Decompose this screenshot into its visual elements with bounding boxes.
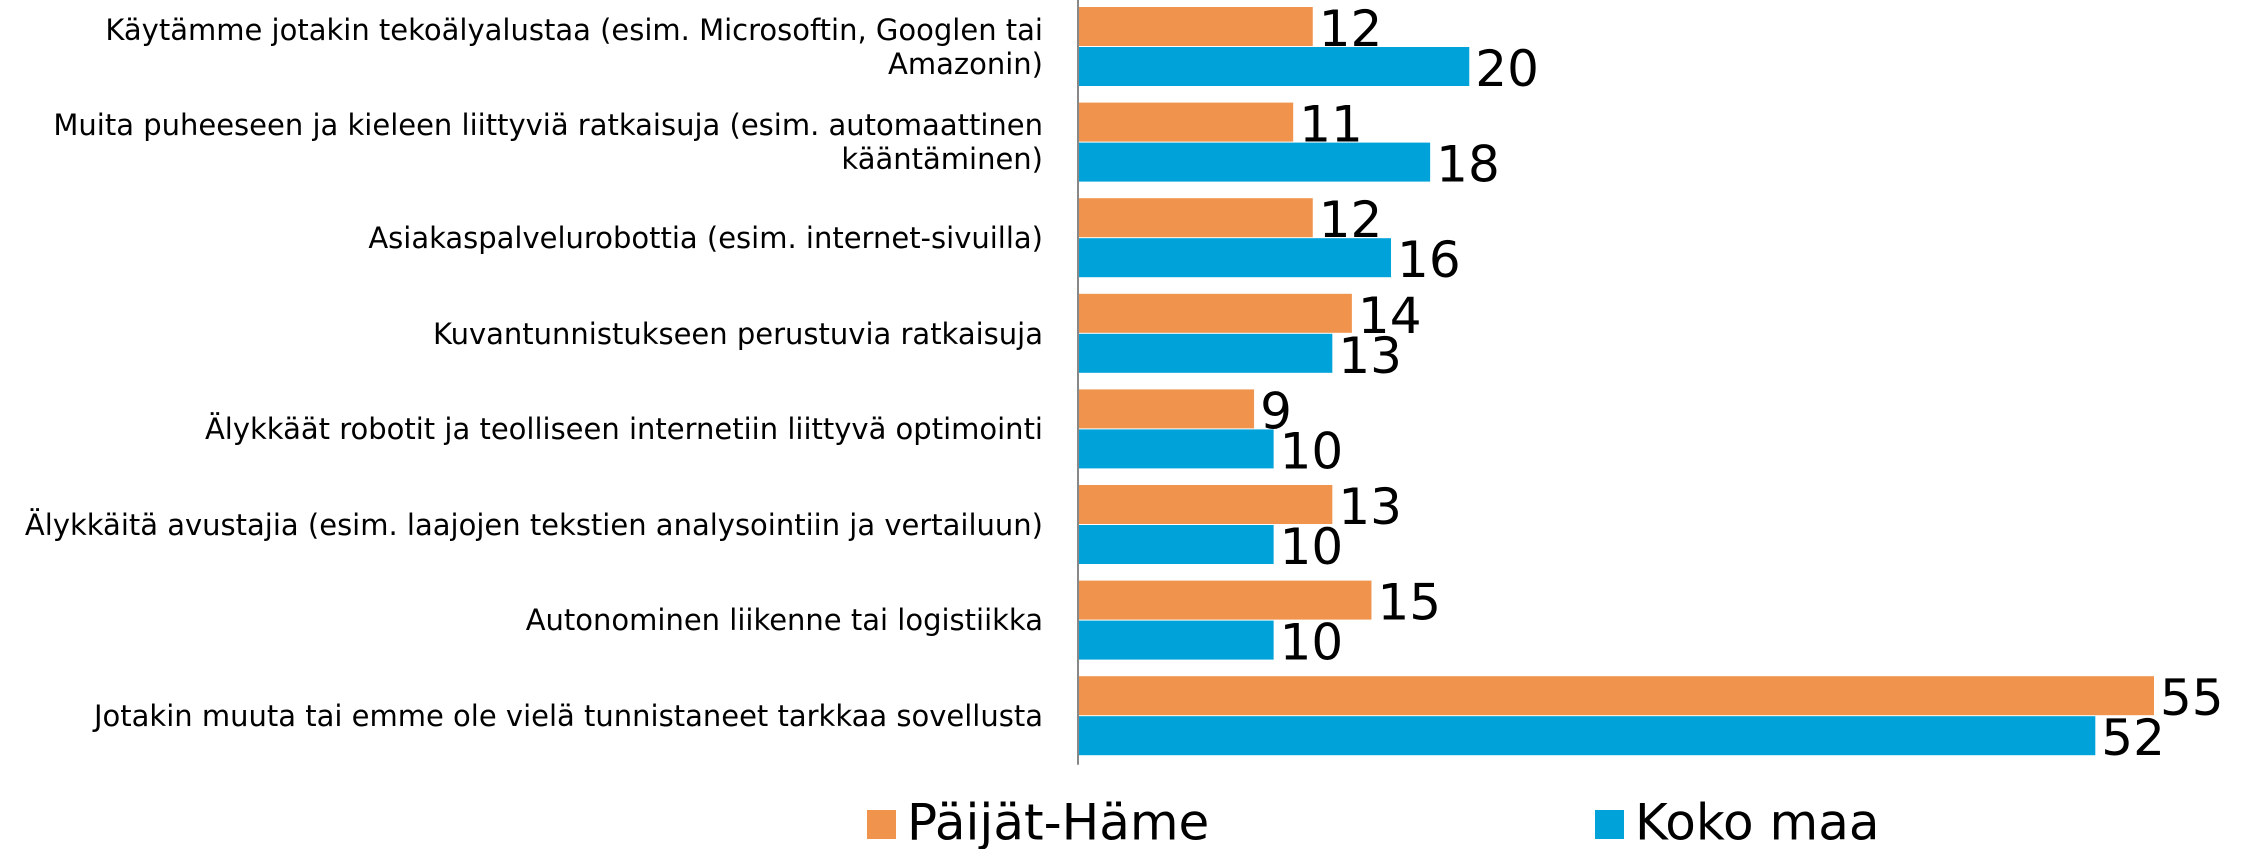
- category-text: Käytämme jotakin tekoälyalustaa (esim. M…: [105, 12, 1043, 81]
- value-label: 13: [1338, 327, 1402, 385]
- value-label: 18: [1436, 136, 1500, 194]
- value-label: 13: [1338, 478, 1402, 536]
- category-text: Jotakin muuta tai emme ole vielä tunnist…: [93, 698, 1043, 733]
- bar: [1078, 429, 1274, 469]
- category-label: Kuvantunnistukseen perustuvia ratkaisuja: [0, 286, 1043, 381]
- category-text: Asiakaspalvelurobottia (esim. internet-s…: [368, 220, 1043, 255]
- value-label: 14: [1358, 287, 1422, 345]
- bar: [1078, 620, 1274, 660]
- value-label: 16: [1397, 231, 1461, 289]
- category-label: Älykkäät robotit ja teolliseen interneti…: [0, 382, 1043, 477]
- legend-swatch: [1595, 810, 1624, 839]
- category-label: Asiakaspalvelurobottia (esim. internet-s…: [0, 190, 1043, 285]
- bar: [1078, 293, 1352, 333]
- bar: [1078, 47, 1470, 86]
- bar: [1078, 102, 1294, 142]
- bar: [1078, 485, 1333, 524]
- bar: [1078, 7, 1313, 46]
- legend-label: Päijät-Häme: [907, 794, 1209, 849]
- category-text: Muita puheeseen ja kieleen liittyviä rat…: [53, 108, 1043, 177]
- bar: [1078, 716, 2096, 756]
- bar: [1078, 238, 1392, 278]
- category-label: Käytämme jotakin tekoälyalustaa (esim. M…: [0, 0, 1043, 94]
- value-label: 10: [1280, 422, 1344, 480]
- legend-swatch: [867, 810, 896, 839]
- category-text: Älykkäitä avustajia (esim. laajojen teks…: [24, 507, 1043, 542]
- category-label: Autonominen liikenne tai logistiikka: [0, 573, 1043, 668]
- value-label: 10: [1280, 614, 1344, 672]
- value-label: 10: [1280, 518, 1344, 576]
- bar: [1078, 389, 1255, 429]
- value-label: 55: [2160, 669, 2224, 727]
- bar: [1078, 198, 1313, 238]
- category-label: Älykkäitä avustajia (esim. laajojen teks…: [0, 477, 1043, 572]
- category-label: Jotakin muuta tai emme ole vielä tunnist…: [0, 668, 1043, 763]
- category-text: Älykkäät robotit ja teolliseen interneti…: [204, 412, 1043, 447]
- value-label: 20: [1475, 40, 1539, 98]
- bar: [1078, 142, 1431, 182]
- bar: [1078, 333, 1333, 373]
- value-label: 52: [2101, 709, 2165, 767]
- bar: [1078, 525, 1274, 564]
- category-label: Muita puheeseen ja kieleen liittyviä rat…: [0, 95, 1043, 190]
- category-text: Kuvantunnistukseen perustuvia ratkaisuja: [433, 316, 1043, 351]
- bar: [1078, 580, 1372, 620]
- category-text: Autonominen liikenne tai logistiikka: [525, 603, 1043, 638]
- value-label: 15: [1377, 574, 1441, 632]
- bar: [1078, 676, 2154, 716]
- legend-label: Koko maa: [1635, 794, 1880, 849]
